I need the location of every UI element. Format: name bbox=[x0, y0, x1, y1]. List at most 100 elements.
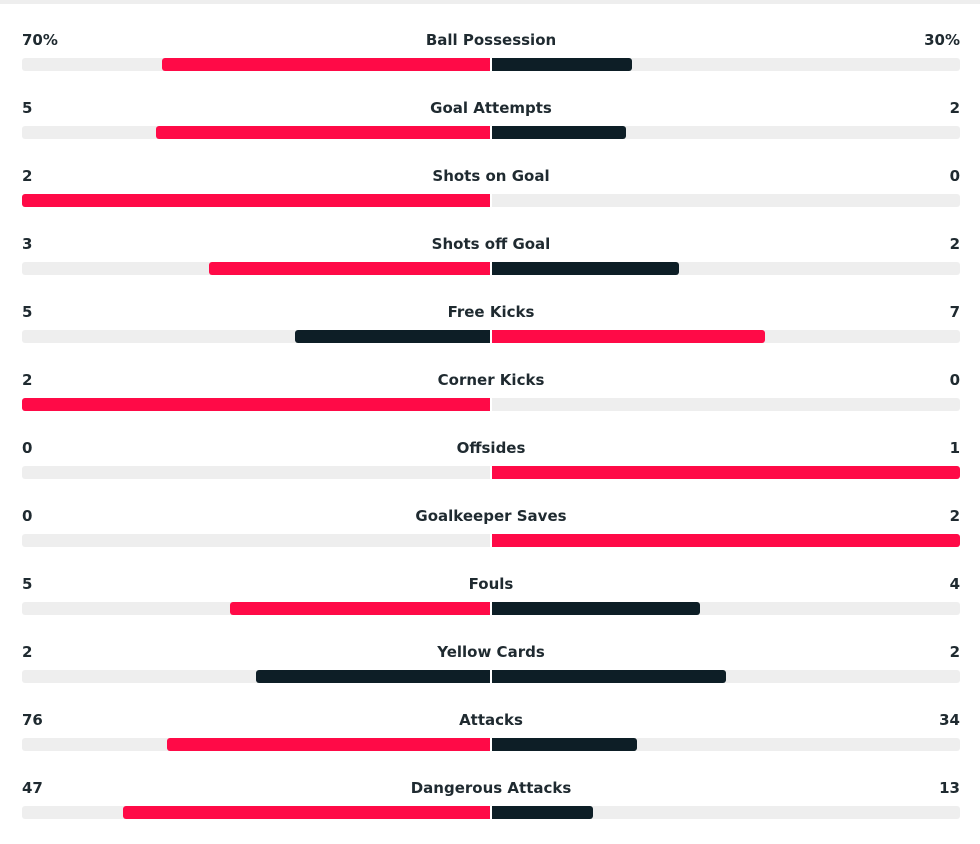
home-bar-track bbox=[22, 330, 490, 343]
away-bar-track bbox=[492, 126, 960, 139]
stat-bar bbox=[22, 534, 960, 547]
away-bar-track bbox=[492, 738, 960, 751]
stat-row: 3 Shots off Goal 2 bbox=[22, 232, 960, 300]
away-bar-track bbox=[492, 806, 960, 819]
away-bar-track bbox=[492, 330, 960, 343]
stat-row: 5 Goal Attempts 2 bbox=[22, 96, 960, 164]
home-bar-fill bbox=[295, 330, 490, 343]
home-bar-fill bbox=[155, 126, 490, 139]
home-value: 3 bbox=[22, 235, 33, 253]
home-bar-fill bbox=[256, 670, 490, 683]
home-bar-track bbox=[22, 194, 490, 207]
home-bar-fill bbox=[166, 738, 490, 751]
away-bar-fill bbox=[492, 602, 700, 615]
away-bar-track bbox=[492, 670, 960, 683]
away-bar-fill bbox=[492, 330, 765, 343]
stat-bar bbox=[22, 126, 960, 139]
stat-bar bbox=[22, 262, 960, 275]
stat-name: Corner Kicks bbox=[437, 371, 545, 389]
home-bar-track bbox=[22, 126, 490, 139]
away-value: 2 bbox=[949, 235, 960, 253]
home-value: 5 bbox=[22, 575, 33, 593]
away-bar-track bbox=[492, 602, 960, 615]
away-bar-fill bbox=[492, 262, 680, 275]
away-value: 13 bbox=[939, 779, 960, 797]
home-bar-fill bbox=[209, 262, 490, 275]
stat-row: 47 Dangerous Attacks 13 bbox=[22, 776, 960, 844]
away-value: 0 bbox=[949, 167, 960, 185]
stat-name: Attacks bbox=[459, 711, 523, 729]
away-value: 2 bbox=[949, 643, 960, 661]
stat-name: Dangerous Attacks bbox=[410, 779, 572, 797]
home-bar-fill bbox=[123, 806, 490, 819]
home-bar-fill bbox=[22, 194, 490, 207]
stat-row: 0 Goalkeeper Saves 2 bbox=[22, 504, 960, 572]
home-value: 70% bbox=[22, 31, 58, 49]
away-bar-track bbox=[492, 58, 960, 71]
home-bar-fill bbox=[162, 58, 490, 71]
stat-name: Free Kicks bbox=[447, 303, 535, 321]
home-bar-track bbox=[22, 58, 490, 71]
home-value: 47 bbox=[22, 779, 43, 797]
away-value: 0 bbox=[949, 371, 960, 389]
stat-row: 5 Fouls 4 bbox=[22, 572, 960, 640]
stat-name: Offsides bbox=[456, 439, 526, 457]
stat-name: Yellow Cards bbox=[437, 643, 545, 661]
stat-bar bbox=[22, 670, 960, 683]
stat-name: Fouls bbox=[468, 575, 514, 593]
away-value: 4 bbox=[949, 575, 960, 593]
home-bar-track bbox=[22, 670, 490, 683]
home-bar-fill bbox=[22, 398, 490, 411]
home-value: 5 bbox=[22, 99, 33, 117]
home-bar-fill bbox=[230, 602, 490, 615]
home-bar-track bbox=[22, 262, 490, 275]
home-bar-track bbox=[22, 806, 490, 819]
stat-row: 5 Free Kicks 7 bbox=[22, 300, 960, 368]
away-bar-fill bbox=[492, 466, 960, 479]
stat-bar bbox=[22, 330, 960, 343]
home-value: 2 bbox=[22, 167, 33, 185]
away-bar-track bbox=[492, 466, 960, 479]
home-bar-track bbox=[22, 602, 490, 615]
stat-name: Ball Possession bbox=[425, 31, 557, 49]
stat-row: 2 Corner Kicks 0 bbox=[22, 368, 960, 436]
home-value: 0 bbox=[22, 439, 33, 457]
home-bar-track bbox=[22, 466, 490, 479]
away-bar-fill bbox=[492, 670, 726, 683]
stat-name: Goal Attempts bbox=[430, 99, 552, 117]
stat-bar bbox=[22, 466, 960, 479]
stat-name: Shots off Goal bbox=[431, 235, 551, 253]
home-value: 0 bbox=[22, 507, 33, 525]
away-bar-fill bbox=[492, 806, 594, 819]
stat-bar bbox=[22, 398, 960, 411]
away-bar-track bbox=[492, 262, 960, 275]
away-value: 34 bbox=[939, 711, 960, 729]
stat-bar bbox=[22, 738, 960, 751]
home-value: 2 bbox=[22, 371, 33, 389]
away-value: 1 bbox=[949, 439, 960, 457]
stat-row: 76 Attacks 34 bbox=[22, 708, 960, 776]
away-bar-track bbox=[492, 194, 960, 207]
away-bar-fill bbox=[492, 534, 960, 547]
away-value: 2 bbox=[949, 507, 960, 525]
stat-bar bbox=[22, 194, 960, 207]
home-value: 5 bbox=[22, 303, 33, 321]
away-value: 2 bbox=[949, 99, 960, 117]
home-bar-track bbox=[22, 738, 490, 751]
match-statistics-list: 70% Ball Possession 30% 5 Goal Attempts … bbox=[22, 28, 960, 844]
stat-name: Shots on Goal bbox=[432, 167, 550, 185]
stat-bar bbox=[22, 602, 960, 615]
away-bar-fill bbox=[492, 126, 626, 139]
home-bar-track bbox=[22, 398, 490, 411]
stat-row: 2 Shots on Goal 0 bbox=[22, 164, 960, 232]
top-divider bbox=[0, 0, 980, 4]
stat-bar bbox=[22, 806, 960, 819]
home-value: 2 bbox=[22, 643, 33, 661]
away-value: 30% bbox=[924, 31, 960, 49]
home-value: 76 bbox=[22, 711, 43, 729]
stat-row: 0 Offsides 1 bbox=[22, 436, 960, 504]
away-bar-track bbox=[492, 534, 960, 547]
stat-row: 70% Ball Possession 30% bbox=[22, 28, 960, 96]
away-bar-track bbox=[492, 398, 960, 411]
stat-row: 2 Yellow Cards 2 bbox=[22, 640, 960, 708]
